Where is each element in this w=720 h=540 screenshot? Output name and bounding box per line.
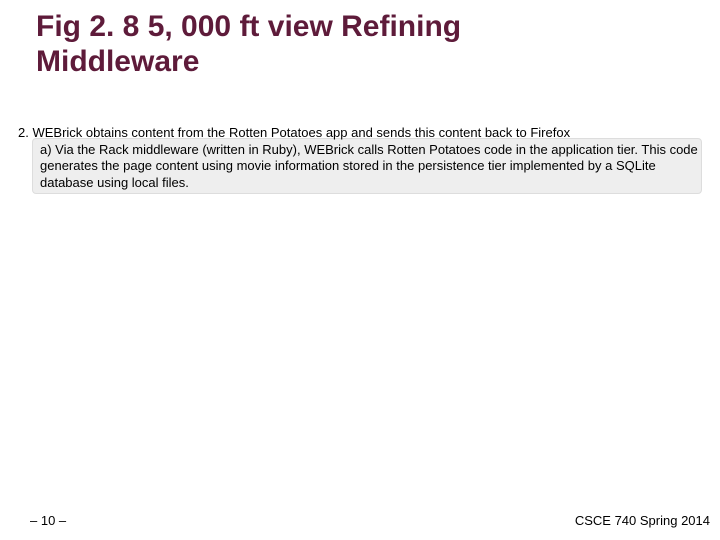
slide-container: { "title": { "line1": "Fig 2. 8 5, 000 f… — [0, 0, 720, 540]
body-item-2: 2. WEBrick obtains content from the Rott… — [18, 125, 702, 140]
body-item-2a-text: a) Via the Rack middleware (written in R… — [40, 142, 698, 190]
title-line2: Middleware — [36, 45, 700, 80]
title-line1: Fig 2. 8 5, 000 ft view Refining — [36, 10, 700, 45]
page-number: – 10 – — [30, 513, 66, 528]
course-label: CSCE 740 Spring 2014 — [575, 513, 710, 528]
body-item-2-text: 2. WEBrick obtains content from the Rott… — [18, 125, 570, 140]
slide-title: Fig 2. 8 5, 000 ft view Refining Middlew… — [36, 10, 700, 79]
body-item-2a: a) Via the Rack middleware (written in R… — [40, 142, 702, 191]
